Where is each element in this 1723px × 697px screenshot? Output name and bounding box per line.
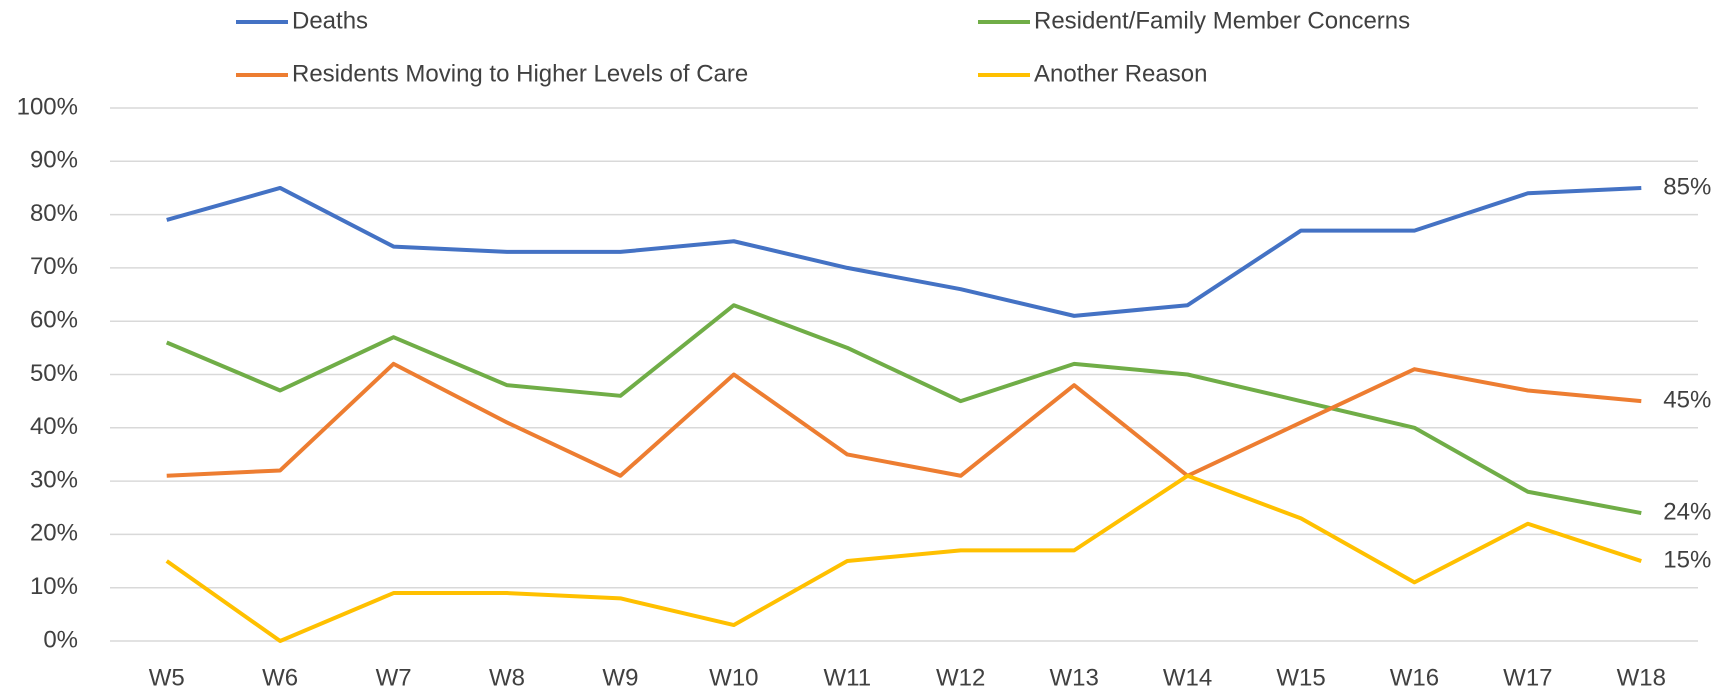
y-tick-label: 50% <box>30 360 78 387</box>
y-tick-label: 10% <box>30 573 78 600</box>
data-label: 24% <box>1663 498 1711 525</box>
y-tick-label: 30% <box>30 466 78 493</box>
data-label: 45% <box>1663 386 1711 413</box>
series-line <box>166 185 1642 318</box>
y-tick-label: 40% <box>30 413 78 440</box>
legend-label: Residents Moving to Higher Levels of Car… <box>292 60 748 87</box>
y-tick-label: 80% <box>30 200 78 227</box>
x-tick-label: W17 <box>1503 664 1552 691</box>
x-tick-label: W7 <box>376 664 412 691</box>
x-tick-label: W11 <box>823 664 871 691</box>
y-tick-label: 70% <box>30 253 78 280</box>
y-tick-label: 60% <box>30 307 78 334</box>
y-tick-label: 100% <box>17 93 78 120</box>
y-tick-label: 20% <box>30 520 78 547</box>
x-tick-label: W5 <box>149 664 185 691</box>
x-tick-label: W13 <box>1049 664 1098 691</box>
data-label: 15% <box>1663 546 1711 573</box>
series-line <box>166 361 1642 478</box>
x-tick-label: W6 <box>262 664 298 691</box>
y-tick-label: 0% <box>43 626 78 653</box>
x-tick-label: W16 <box>1390 664 1439 691</box>
legend-label: Deaths <box>292 7 368 34</box>
data-label: 85% <box>1663 173 1711 200</box>
series-line <box>165 473 1642 643</box>
legend-label: Another Reason <box>1034 60 1207 87</box>
x-tick-label: W12 <box>936 664 985 691</box>
x-tick-label: W8 <box>489 664 525 691</box>
x-tick-label: W14 <box>1163 664 1212 691</box>
series-line <box>165 303 1642 516</box>
x-tick-label: W9 <box>602 664 638 691</box>
x-tick-label: W18 <box>1617 664 1666 691</box>
x-tick-label: W10 <box>709 664 758 691</box>
x-tick-label: W15 <box>1276 664 1325 691</box>
y-tick-label: 90% <box>30 147 78 174</box>
legend-label: Resident/Family Member Concerns <box>1034 7 1410 34</box>
